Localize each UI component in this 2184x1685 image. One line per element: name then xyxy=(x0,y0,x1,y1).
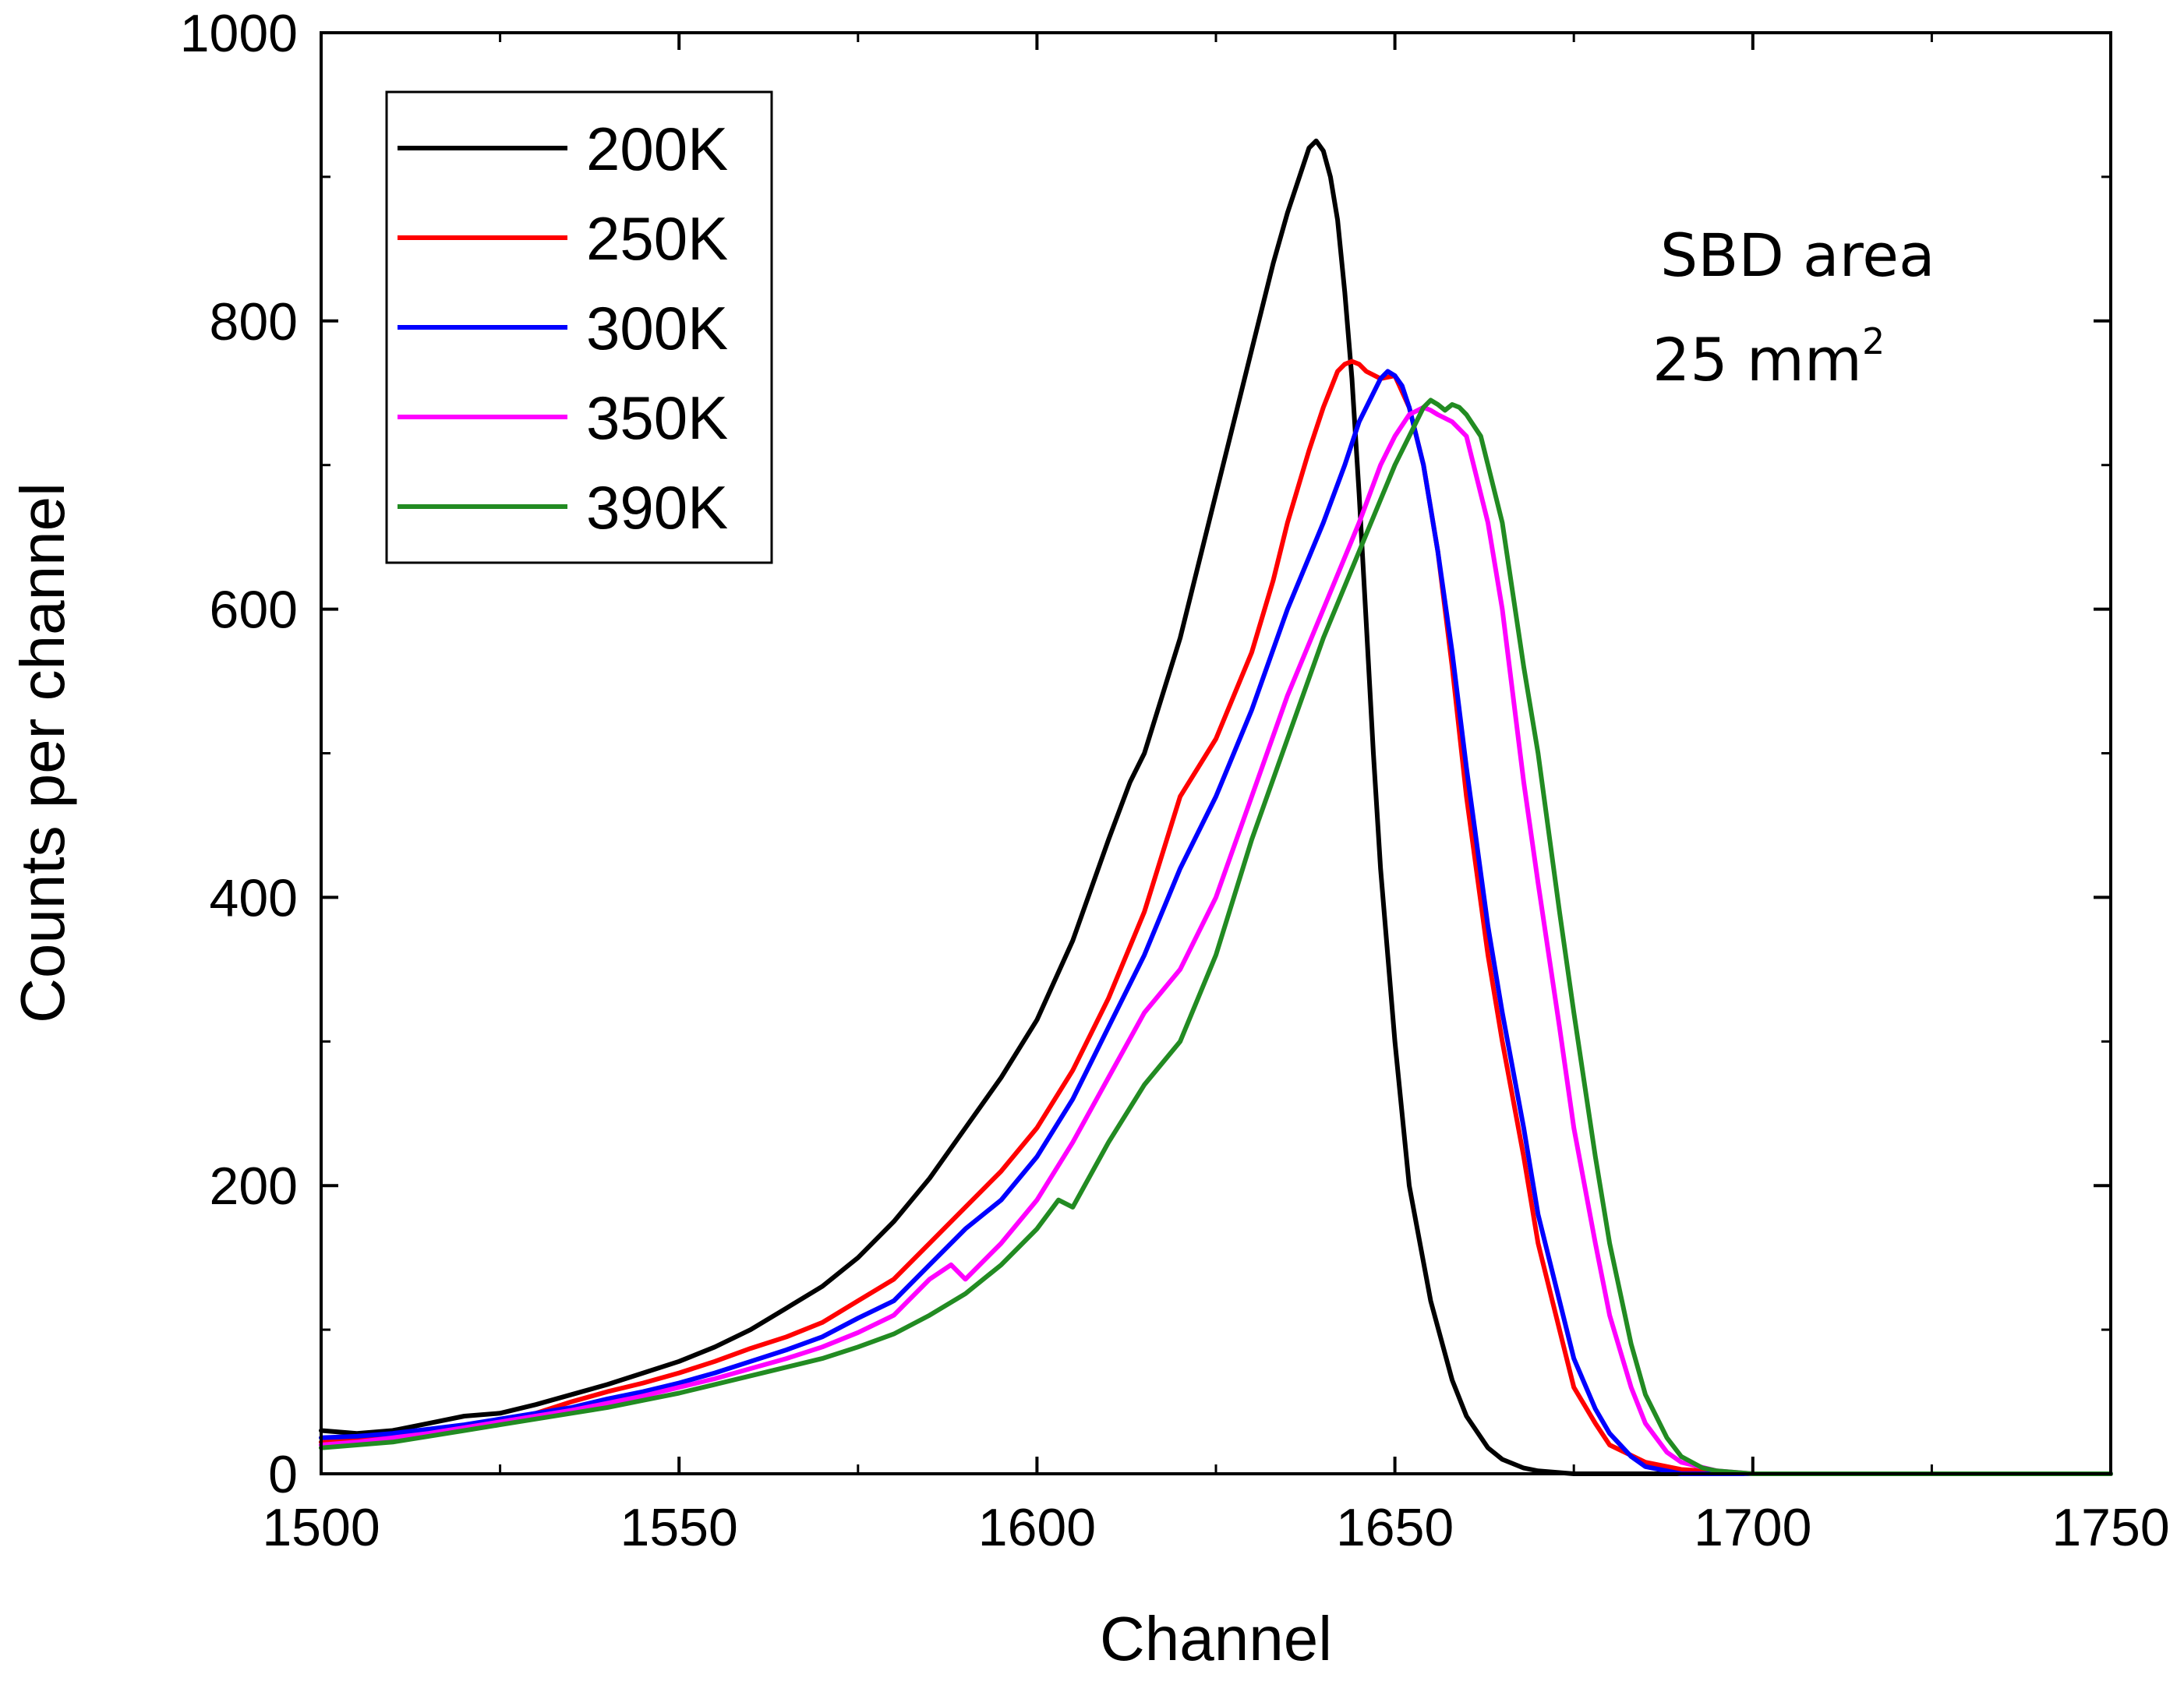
series-line-200K xyxy=(319,138,2113,1476)
x-axis-title: Channel xyxy=(1100,1604,1332,1673)
legend-label-300K: 300K xyxy=(586,294,728,362)
legend-label-350K: 350K xyxy=(586,383,728,452)
legend-label-390K: 390K xyxy=(586,473,728,542)
y-tick-label: 200 xyxy=(210,1157,298,1216)
x-tick-label: 1650 xyxy=(1336,1498,1454,1557)
x-tick-label: 1700 xyxy=(1694,1498,1811,1557)
series-line-250K xyxy=(319,359,2113,1476)
annotation-area: 25 mm xyxy=(1652,325,1862,394)
ticks-layer xyxy=(320,31,2112,1475)
legend-label-250K: 250K xyxy=(586,204,728,273)
series-layer xyxy=(319,138,2113,1476)
series-line-390K xyxy=(319,397,2113,1476)
annotation-line1: SBD area xyxy=(1660,221,1935,290)
series-line-350K xyxy=(319,404,2113,1476)
annotation-superscript: 2 xyxy=(1862,320,1885,362)
legend: 200K 250K 300K 350K 390K xyxy=(385,90,773,564)
x-tick-label: 1550 xyxy=(620,1498,738,1557)
annotation-line2: 25 mm2 xyxy=(1652,320,1885,394)
y-tick-label: 400 xyxy=(210,868,298,927)
y-axis-title: Counts per channel xyxy=(8,482,77,1023)
x-tick-label: 1750 xyxy=(2051,1498,2169,1557)
annotation: SBD area 25 mm2 xyxy=(1652,221,1935,394)
y-tick-label: 800 xyxy=(210,292,298,351)
x-tick-label: 1600 xyxy=(978,1498,1096,1557)
y-tick-label: 0 xyxy=(268,1445,298,1504)
y-tick-label: 600 xyxy=(210,581,298,640)
y-tick-label: 1000 xyxy=(180,4,298,63)
legend-label-200K: 200K xyxy=(586,115,728,183)
tick-labels-layer: 1500 1550 1600 1650 1700 1750 0 200 400 600 800 100… xyxy=(180,4,2170,1557)
series-line-300K xyxy=(319,369,2113,1476)
x-tick-label: 1500 xyxy=(262,1498,380,1557)
